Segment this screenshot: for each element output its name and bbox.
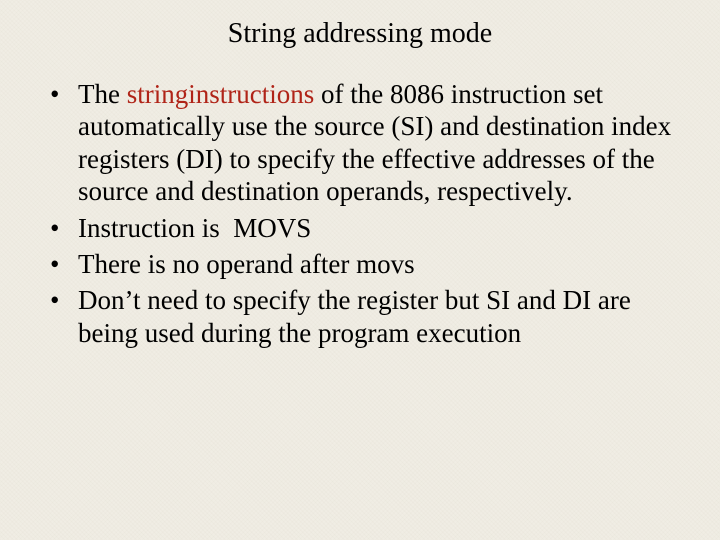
- list-item: Don’t need to specify the register but S…: [50, 284, 692, 349]
- bullet-text: There is no operand after movs: [78, 249, 415, 279]
- list-item: The stringinstructions of the 8086 instr…: [50, 78, 692, 208]
- bullet-text-pre: The: [78, 79, 127, 109]
- slide-title: String addressing mode: [28, 18, 692, 50]
- list-item: Instruction is MOVS: [50, 212, 692, 244]
- bullet-text: Don’t need to specify the register but S…: [78, 285, 631, 347]
- bullet-list: The stringinstructions of the 8086 instr…: [28, 78, 692, 349]
- list-item: There is no operand after movs: [50, 248, 692, 280]
- bullet-typo: stringinstructions: [127, 79, 315, 109]
- bullet-text: Instruction is MOVS: [78, 213, 311, 243]
